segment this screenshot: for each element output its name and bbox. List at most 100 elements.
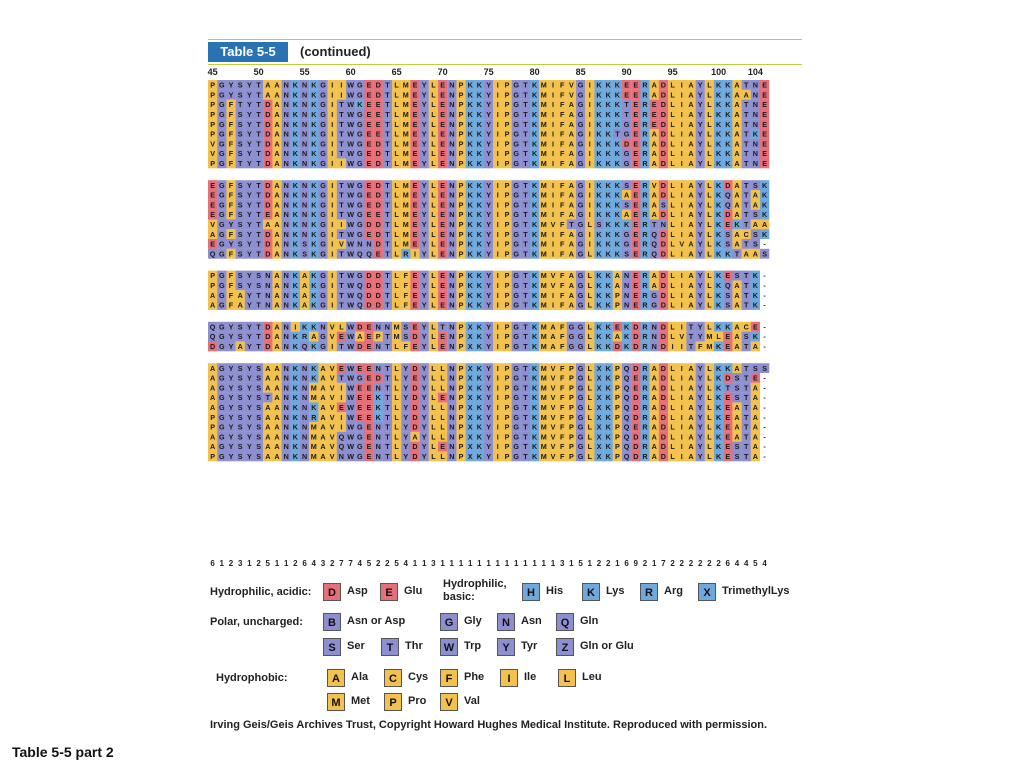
residue-letter: M: [403, 130, 409, 139]
residue-letter: I: [552, 230, 554, 239]
residue-letter: D: [376, 191, 381, 200]
residue-letter: E: [633, 110, 638, 119]
residue-letter: N: [449, 342, 454, 351]
residue-letter: W: [347, 81, 354, 90]
residue-cell: [502, 199, 512, 210]
residue-letter: A: [688, 210, 693, 219]
residue-cell: [226, 199, 236, 210]
residue-letter: Q: [357, 249, 363, 258]
residue-letter: N: [376, 423, 381, 432]
residue-letter: A: [688, 90, 693, 99]
residue-letter: K: [716, 100, 722, 109]
residue-letter: D: [412, 413, 417, 422]
residue-cell: [447, 89, 457, 100]
residue-letter: A: [688, 139, 693, 148]
residue-letter: T: [523, 100, 528, 109]
residue-letter: L: [707, 291, 712, 300]
residue-letter: K: [716, 383, 722, 392]
residue-cell: [493, 138, 503, 149]
residue-letter: V: [330, 332, 335, 341]
residue-cell: [539, 99, 549, 110]
residue-cell: [594, 190, 604, 200]
residue-letter: K: [716, 210, 722, 219]
residue-cell: [419, 239, 429, 249]
residue-letter: T: [744, 403, 749, 412]
residue-letter: K: [311, 220, 317, 229]
residue-letter: L: [431, 383, 436, 392]
residue-cell: [300, 300, 310, 310]
residue-letter: L: [670, 271, 675, 280]
residue-letter: E: [652, 120, 657, 129]
residue-letter: Y: [247, 271, 252, 280]
residue-cell: [539, 270, 549, 281]
residue-cell: [392, 80, 402, 90]
residue-letter: P: [210, 271, 215, 280]
residue-letter: I: [497, 413, 499, 422]
residue-cell: [254, 290, 264, 301]
residue-letter: T: [744, 413, 749, 422]
residue-letter: M: [706, 342, 712, 351]
residue-letter: G: [578, 423, 584, 432]
residue-letter: A: [274, 393, 279, 402]
residue-cell: [244, 109, 255, 120]
residue-cell: [695, 80, 705, 90]
residue-letter: N: [449, 200, 454, 209]
residue-cell: [272, 80, 282, 90]
residue-letter: F: [560, 423, 565, 432]
residue-cell: [346, 270, 356, 281]
legend-swatch: Q: [556, 613, 574, 631]
residue-letter: M: [706, 332, 712, 341]
variability-count: 1: [513, 559, 519, 568]
residue-letter: D: [633, 342, 638, 351]
residue-cell: [677, 199, 687, 210]
residue-letter: T: [523, 374, 528, 383]
residue-cell: [217, 138, 227, 149]
residue-letter: L: [394, 159, 399, 168]
residue-cell: [649, 270, 659, 281]
residue-letter: G: [578, 413, 584, 422]
residue-cell: [208, 99, 218, 110]
residue-cell: [465, 219, 475, 230]
residue-letter: Y: [486, 342, 491, 351]
residue-letter: K: [532, 130, 538, 139]
residue-letter: E: [413, 374, 418, 383]
residue-cell: [382, 219, 393, 230]
residue-letter: Q: [624, 383, 630, 392]
residue-letter: I: [681, 110, 683, 119]
residue-letter: M: [541, 130, 547, 139]
variability-count: 2: [716, 559, 721, 568]
residue-letter: K: [716, 374, 722, 383]
residue-letter: L: [394, 90, 399, 99]
residue-letter: P: [505, 342, 510, 351]
legend-amino-acid-name: Lys: [606, 585, 625, 597]
residue-cell: [438, 239, 448, 249]
residue-letter: Q: [624, 452, 630, 461]
residue-letter: Y: [229, 432, 234, 441]
residue-letter: K: [606, 403, 612, 412]
residue-letter: K: [596, 332, 602, 341]
residue-cell: [300, 158, 310, 169]
residue-cell: [557, 290, 567, 301]
residue-letter: W: [347, 342, 354, 351]
residue-cell: [658, 280, 669, 291]
residue-cell: [484, 158, 494, 169]
table-number-label: Table 5-5: [208, 42, 288, 62]
residue-cell: [438, 248, 448, 259]
residue-cell: [640, 219, 650, 230]
residue-cell: [235, 239, 245, 249]
residue-letter: P: [459, 249, 464, 258]
residue-cell: [612, 270, 623, 281]
residue-cell: [263, 99, 273, 110]
residue-letter: K: [477, 230, 483, 239]
residue-letter: K: [468, 249, 474, 258]
residue-cell: [318, 209, 328, 220]
residue-letter: X: [468, 322, 473, 331]
residue-cell: [502, 180, 512, 191]
residue-cell: [631, 248, 641, 259]
residue-letter: Y: [403, 393, 408, 402]
residue-cell: [244, 190, 255, 200]
residue-letter: K: [477, 364, 483, 373]
residue-letter: K: [725, 100, 731, 109]
residue-letter: A: [210, 364, 215, 373]
residue-letter: R: [642, 301, 648, 310]
